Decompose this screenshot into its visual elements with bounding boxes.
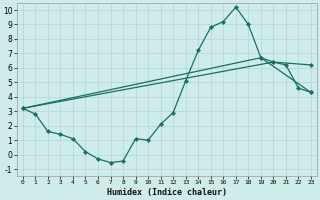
X-axis label: Humidex (Indice chaleur): Humidex (Indice chaleur) — [107, 188, 227, 197]
